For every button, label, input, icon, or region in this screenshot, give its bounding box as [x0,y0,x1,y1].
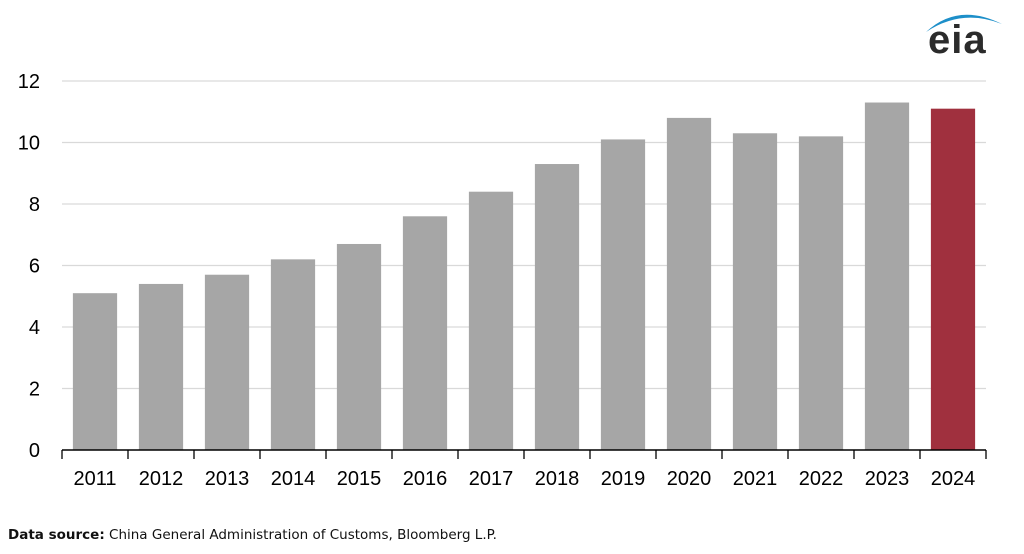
x-tick-label: 2022 [799,468,844,490]
bar-2013 [204,274,250,450]
bar-2021 [732,133,778,450]
y-tick-labels: 0 2 4 6 8 10 12 [18,71,40,462]
x-tick-label: 2017 [469,468,514,490]
bar-2022 [798,136,844,450]
y-tick-label: 10 [18,133,40,155]
eia-logo-arc-icon [926,14,1002,32]
x-tick-label: 2014 [271,468,316,490]
x-tick-label: 2019 [601,468,646,490]
bar-2014 [270,259,316,450]
bars [72,102,976,451]
x-tick-label: 2023 [865,468,910,490]
x-tick-label: 2015 [337,468,382,490]
bar-2018 [534,164,580,450]
y-tick-label: 0 [29,440,40,462]
data-source-text: China General Administration of Customs,… [109,527,497,543]
y-tick-label: 6 [29,256,40,278]
eia-logo: eia [928,18,987,62]
y-tick-label: 4 [29,317,40,339]
bar-2023 [864,102,910,451]
x-tick-label: 2012 [139,468,184,490]
bar-2016 [402,216,448,450]
bar-2015 [336,243,382,450]
bar-2017 [468,191,514,450]
axes [61,449,987,459]
x-tick-labels: 2011 2012 2013 2014 2015 2016 2017 2018 2019 2020… [73,468,975,490]
y-tick-label: 8 [29,194,40,216]
x-tick-label: 2011 [73,468,116,490]
x-tick-label: 2013 [205,468,250,490]
gridlines [62,80,986,390]
bar-2012 [138,283,184,450]
x-tick-label: 2021 [733,468,778,490]
y-tick-label: 2 [29,379,40,401]
data-source-footer: Data source: China General Administratio… [8,527,497,543]
data-source-label: Data source: [8,527,105,543]
bar-2011 [72,293,118,450]
bar-2024 [930,108,976,451]
x-tick-label: 2020 [667,468,712,490]
x-tick-label: 2024 [931,468,976,490]
x-tick-label: 2018 [535,468,580,490]
bar-2019 [600,139,646,451]
x-tick-label: 2016 [403,468,448,490]
bar-2020 [666,117,712,451]
y-tick-label: 12 [18,71,40,93]
